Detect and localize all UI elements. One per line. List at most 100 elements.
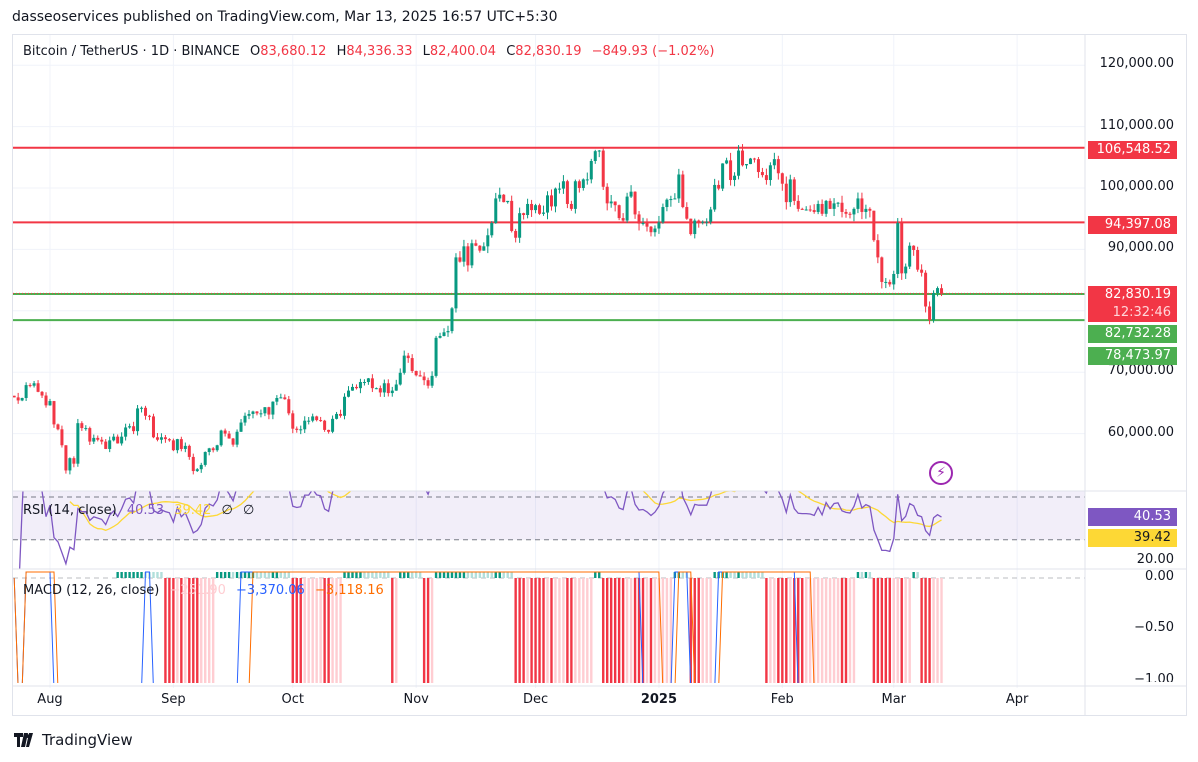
rsi-pane[interactable] <box>13 423 1085 604</box>
macd-histogram-bar <box>928 578 931 683</box>
macd-histogram-bar <box>498 572 501 578</box>
macd-histogram-bar <box>319 578 322 683</box>
macd-histogram-bar <box>438 572 442 578</box>
rsi-value-tag: 40.53 <box>1088 508 1177 526</box>
macd-histogram-bar <box>832 578 836 683</box>
macd-pane[interactable] <box>13 571 1085 690</box>
macd-histogram-value: −251.90 <box>169 583 226 598</box>
macd-histogram-bar <box>594 572 597 578</box>
macd-histogram-bar <box>598 572 601 578</box>
macd-histogram-bar <box>836 578 840 683</box>
candle-body <box>88 428 92 442</box>
macd-histogram-bar <box>454 572 458 578</box>
candle-body <box>207 448 211 453</box>
macd-legend[interactable]: MACD (12, 26, close) −251.90 −3,370.06 −… <box>23 583 390 598</box>
price-axis-label: 120,000.00 <box>1099 56 1174 72</box>
macd-histogram-bar <box>844 578 848 683</box>
macd-histogram-bar <box>896 578 899 683</box>
candle-body <box>522 213 526 216</box>
candle-body <box>347 390 350 397</box>
candle-body <box>458 257 462 262</box>
macd-histogram-bar <box>255 572 259 578</box>
macd-histogram-bar <box>852 578 856 683</box>
candle-body <box>171 440 175 451</box>
macd-axis-label-1: −0.50 <box>1134 620 1174 635</box>
candle-body <box>136 408 140 432</box>
candle-body <box>354 386 358 389</box>
candle-body <box>685 207 689 219</box>
candle-body <box>311 416 315 421</box>
macd-histogram-bar <box>156 572 159 578</box>
candle-body <box>649 226 653 233</box>
macd-histogram-bar <box>132 572 135 578</box>
macd-histogram-bar <box>140 572 143 578</box>
macd-histogram-bar <box>271 572 275 578</box>
candle-body <box>924 272 928 307</box>
macd-histogram-bar <box>267 572 271 578</box>
macd-signal-value: −3,118.16 <box>314 583 384 598</box>
candle-body <box>148 415 151 417</box>
candle-body <box>908 245 912 267</box>
candle-body <box>752 158 756 160</box>
macd-histogram-bar <box>749 572 752 578</box>
macd-histogram-bar <box>192 578 195 683</box>
high-label: H <box>336 44 347 59</box>
candle-body <box>20 397 24 401</box>
macd-histogram-bar <box>705 578 708 683</box>
macd-histogram-bar <box>474 572 478 578</box>
candle-body <box>183 445 187 449</box>
candle-body <box>96 437 100 440</box>
macd-histogram-bar <box>367 572 370 578</box>
candle-body <box>637 214 641 224</box>
candle-body <box>828 200 832 209</box>
macd-histogram-bar <box>653 578 657 683</box>
price-axis-label: 100,000.00 <box>1099 179 1174 194</box>
macd-histogram-bar <box>152 572 155 578</box>
macd-histogram-bar <box>371 572 374 578</box>
macd-histogram-bar <box>912 572 915 578</box>
symbol-legend[interactable]: Bitcoin / TetherUS · 1D · BINANCE O83,68… <box>23 44 720 59</box>
candle-body <box>561 181 565 189</box>
candle-body <box>589 160 593 180</box>
candle-body <box>104 441 108 449</box>
candle-body <box>470 243 474 266</box>
macd-signal-line <box>13 571 815 683</box>
candle-body <box>68 458 72 471</box>
candle-body <box>677 174 681 199</box>
pane-separators[interactable] <box>13 35 1186 715</box>
macd-histogram-bar <box>446 572 450 578</box>
lightning-alert-icon[interactable]: ⚡ <box>929 461 953 485</box>
candle-body <box>916 250 920 270</box>
candle-body <box>343 396 347 416</box>
candle-body <box>259 413 263 415</box>
macd-axis-label-2: −1.00 <box>1134 672 1174 682</box>
macd-histogram-bar <box>590 578 593 683</box>
macd-histogram-bar <box>172 578 175 683</box>
candle-body <box>303 420 307 430</box>
candle-body <box>271 401 275 415</box>
candle-body <box>167 439 171 441</box>
candle-body <box>641 222 645 224</box>
horizontal-levels[interactable] <box>13 146 1085 322</box>
candle-body <box>40 391 44 396</box>
macd-line-value: −3,370.06 <box>236 583 305 598</box>
rsi-legend[interactable]: RSI (14, close) 40.53 39.42 ∅ ∅ <box>23 503 260 518</box>
candle-body <box>617 205 621 219</box>
candle-body <box>792 179 796 201</box>
macd-histogram-bar <box>231 572 235 578</box>
candle-body <box>382 383 386 393</box>
macd-histogram-bar <box>824 578 828 683</box>
macd-histogram-bar <box>848 578 852 683</box>
macd-histogram-bar <box>793 578 796 683</box>
macd-histogram-bar <box>434 572 438 578</box>
macd-histogram-bar <box>574 578 577 683</box>
candle-body <box>928 306 932 321</box>
candle-body <box>366 378 370 383</box>
candle-body <box>840 202 844 212</box>
candle-body <box>872 210 876 241</box>
candle-body <box>179 439 183 449</box>
chart-frame[interactable] <box>12 34 1187 716</box>
candle-body <box>932 292 936 321</box>
candle-body <box>581 179 585 188</box>
